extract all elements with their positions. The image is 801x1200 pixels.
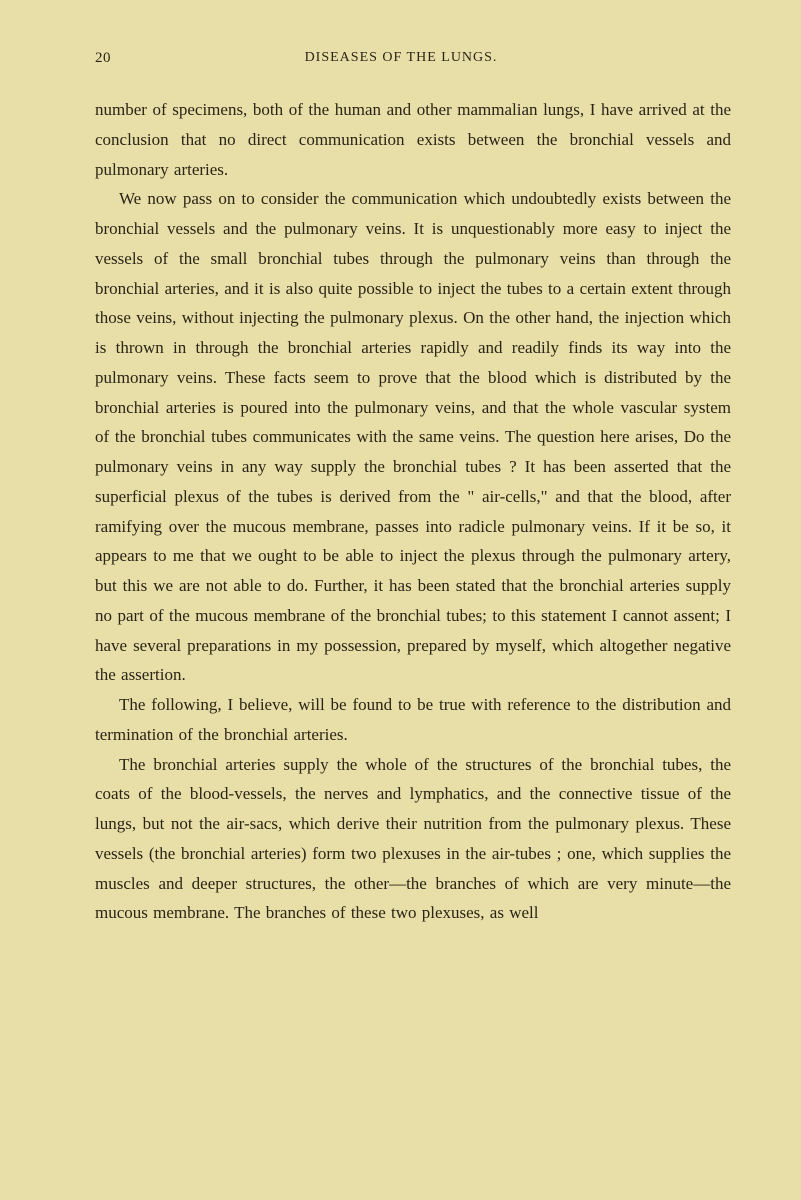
paragraph: number of specimens, both of the human a… bbox=[95, 95, 731, 184]
paragraph: The following, I believe, will be found … bbox=[95, 690, 731, 750]
page-header: 20 DISEASES OF THE LUNGS. bbox=[95, 50, 731, 67]
body-text: number of specimens, both of the human a… bbox=[95, 95, 731, 928]
page-number: 20 bbox=[95, 50, 111, 67]
paragraph: The bronchial arteries supply the whole … bbox=[95, 750, 731, 929]
paragraph: We now pass on to consider the communica… bbox=[95, 184, 731, 690]
page-title: DISEASES OF THE LUNGS. bbox=[111, 50, 731, 67]
